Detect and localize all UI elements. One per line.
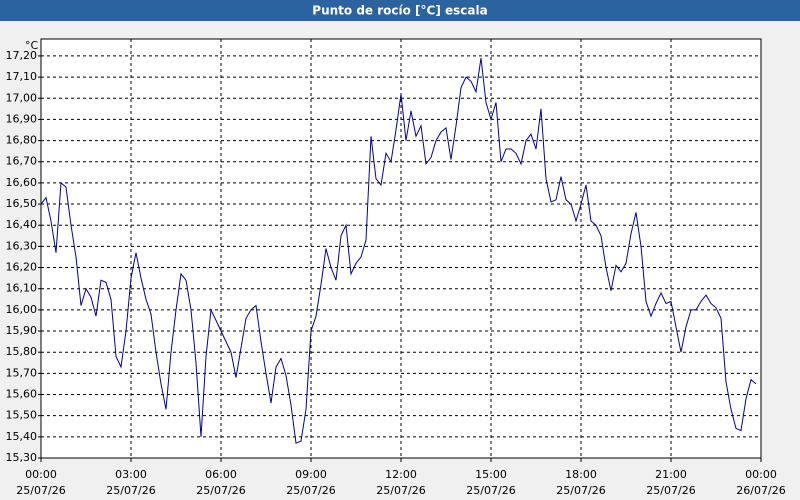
x-tick-label: 00:00 <box>25 468 57 481</box>
y-tick-label: 16,70 <box>6 155 38 168</box>
x-tick-date: 25/07/26 <box>286 484 335 497</box>
y-tick-label: 17,10 <box>6 70 38 83</box>
y-tick-label: 16,50 <box>6 197 38 210</box>
series-line <box>40 57 757 444</box>
y-tick-label: 15,60 <box>6 388 38 401</box>
y-tick-label: 17,00 <box>6 91 38 104</box>
y-tick-label: 16,90 <box>6 112 38 125</box>
title-bar <box>0 0 800 21</box>
y-tick-label: 16,10 <box>6 282 38 295</box>
x-tick-label: 12:00 <box>385 468 417 481</box>
y-tick-label: 15,70 <box>6 366 38 379</box>
x-tick-date: 26/07/26 <box>736 484 785 497</box>
y-tick-label: 16,60 <box>6 176 38 189</box>
x-tick-date: 25/07/26 <box>556 484 605 497</box>
y-tick-label: 16,40 <box>6 218 38 231</box>
x-tick-date: 25/07/26 <box>106 484 155 497</box>
x-tick-label: 06:00 <box>205 468 237 481</box>
x-tick-date: 25/07/26 <box>196 484 245 497</box>
x-tick-label: 15:00 <box>475 468 507 481</box>
y-tick-label: 15,80 <box>6 345 38 358</box>
x-tick-date: 25/07/26 <box>466 484 515 497</box>
y-tick-label: 16,30 <box>6 239 38 252</box>
y-tick-label: 15,50 <box>6 409 38 422</box>
x-tick-label: 18:00 <box>565 468 597 481</box>
x-tick-date: 25/07/26 <box>646 484 695 497</box>
x-tick-label: 09:00 <box>295 468 327 481</box>
chart-title: Punto de rocío [°C] escala <box>312 4 487 18</box>
plot-frame <box>40 38 762 459</box>
y-tick-label: 15,40 <box>6 430 38 443</box>
y-tick-label: 16,00 <box>6 303 38 316</box>
x-tick-label: 21:00 <box>655 468 687 481</box>
y-tick-label: 17,20 <box>6 49 38 62</box>
x-tick-date: 25/07/26 <box>16 484 65 497</box>
y-tick-label: 16,20 <box>6 261 38 274</box>
y-tick-label: 16,80 <box>6 134 38 147</box>
y-unit: °C <box>25 39 39 52</box>
y-tick-label: 15,90 <box>6 324 38 337</box>
x-tick-date: 25/07/26 <box>376 484 425 497</box>
x-tick-label: 00:00 <box>745 468 777 481</box>
y-tick-label: 15,30 <box>6 451 38 464</box>
x-tick-label: 03:00 <box>115 468 147 481</box>
